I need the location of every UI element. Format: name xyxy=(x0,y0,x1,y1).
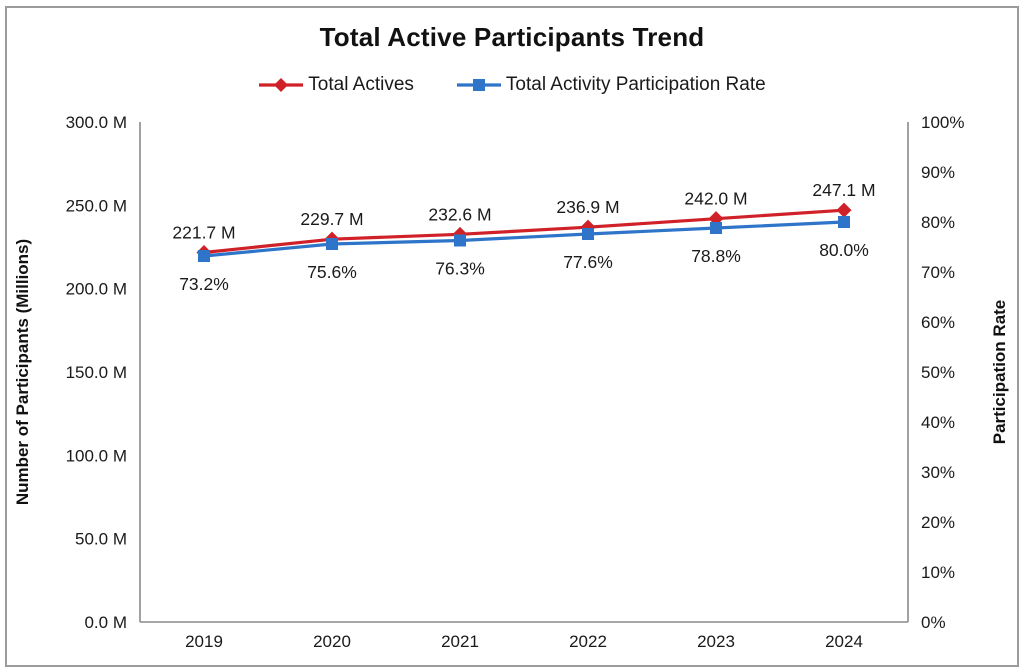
data-point-marker xyxy=(710,222,722,234)
series-line-0 xyxy=(202,208,846,255)
x-axis-tick-label: 2019 xyxy=(185,632,223,651)
figure-border xyxy=(5,6,1019,667)
right-axis-tick-label: 100% xyxy=(921,113,964,132)
chart-title: Total Active Participants Trend xyxy=(319,22,705,52)
data-point-label: 73.2% xyxy=(179,274,229,294)
data-point-label: 78.8% xyxy=(691,246,741,266)
left-axis-tick-label: 100.0 M xyxy=(66,446,127,465)
data-point-label: 229.7 M xyxy=(300,209,363,229)
data-point-marker xyxy=(582,228,594,240)
data-point-marker xyxy=(454,234,466,247)
left-axis-tick-label: 150.0 M xyxy=(66,363,127,382)
right-axis-tick-label: 80% xyxy=(921,213,955,232)
series-line-1 xyxy=(202,220,846,258)
right-axis-tick-label: 90% xyxy=(921,163,955,182)
data-point-marker xyxy=(326,238,338,250)
right-axis-tick-label: 40% xyxy=(921,413,955,432)
legend: Total Actives Total Activity Participati… xyxy=(0,74,1024,96)
data-point-label: 76.3% xyxy=(435,259,485,279)
right-axis-tick-label: 20% xyxy=(921,513,955,532)
x-axis-tick-label: 2022 xyxy=(569,632,607,651)
right-axis-tick-label: 70% xyxy=(921,263,955,282)
data-point-label: 236.9 M xyxy=(556,197,619,217)
data-point-label: 221.7 M xyxy=(172,223,235,243)
legend-marker-diamond-icon xyxy=(259,78,304,92)
data-point-label: 77.6% xyxy=(563,252,613,272)
left-axis-tick-label: 250.0 M xyxy=(66,196,127,215)
left-axis-tick-label: 200.0 M xyxy=(66,280,127,299)
data-point-label: 247.1 M xyxy=(812,180,875,200)
legend-label-participation-rate: Total Activity Participation Rate xyxy=(505,74,766,95)
left-axis-tick-label: 0.0 M xyxy=(84,613,127,632)
data-point-marker xyxy=(198,250,210,262)
right-axis-title: Participation Rate xyxy=(990,299,1009,445)
data-point-label: 80.0% xyxy=(819,240,869,260)
x-axis-tick-label: 2021 xyxy=(441,632,479,651)
right-axis-tick-label: 50% xyxy=(921,363,955,382)
data-point-label: 232.6 M xyxy=(428,204,491,224)
data-point-marker xyxy=(836,202,852,218)
right-axis-tick-label: 60% xyxy=(921,313,955,332)
data-point-label: 242.0 M xyxy=(684,189,747,209)
x-axis-tick-label: 2024 xyxy=(825,632,863,651)
right-axis-tick-label: 10% xyxy=(921,563,955,582)
x-axis-tick-label: 2020 xyxy=(313,632,351,651)
left-axis-title: Number of Participants (Millions) xyxy=(13,238,32,506)
left-axis-tick-label: 50.0 M xyxy=(75,530,127,549)
legend-marker-square-icon xyxy=(456,79,501,91)
legend-label-total-actives: Total Actives xyxy=(308,74,414,95)
legend-item-total-actives: Total Actives xyxy=(258,74,414,96)
right-axis-tick-label: 0% xyxy=(921,613,946,632)
data-point-label: 75.6% xyxy=(307,262,357,282)
legend-item-participation-rate: Total Activity Participation Rate xyxy=(456,74,766,96)
data-point-marker xyxy=(838,216,850,228)
right-axis-tick-label: 30% xyxy=(921,463,955,482)
x-axis-tick-label: 2023 xyxy=(697,632,735,651)
left-axis-tick-label: 300.0 M xyxy=(66,113,127,132)
